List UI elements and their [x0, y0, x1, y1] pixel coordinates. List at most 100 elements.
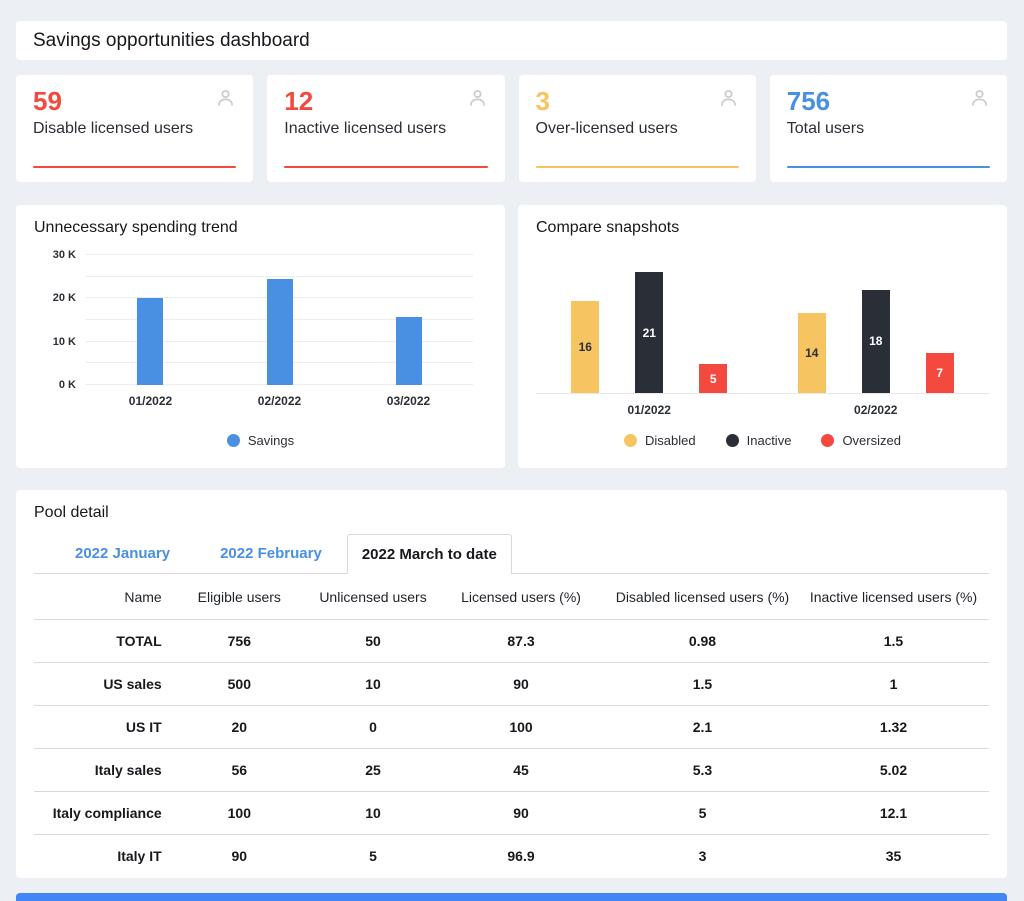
disabled-bar-02-2022: 14: [797, 312, 826, 393]
bar-group-02-2022: 14 18 7: [763, 255, 990, 393]
gridline: [86, 254, 473, 255]
spending-trend-chart: 0 K 10 K 20 K 30 K 01/2022 02/2022 03/2022: [53, 249, 473, 408]
spending-trend-panel: Unnecessary spending trend 0 K 10 K 20 K 30…: [16, 205, 505, 468]
kpi-card-total-users: 756 Total users: [769, 75, 1007, 182]
cell-disabled-licensed-users: 1.5: [606, 662, 798, 706]
kpi-card-over-licensed-users: 3 Over-licensed users: [518, 75, 756, 182]
y-axis-tick-label: 30 K: [52, 249, 76, 261]
row-name: Italy compliance: [34, 791, 168, 835]
legend-item-savings[interactable]: Savings: [226, 433, 295, 448]
pool-detail-table: Name Eligible users Unlicensed users Licens…: [34, 574, 989, 877]
pool-detail-panel: Pool detail 2022 January 2022 February 202…: [16, 490, 1007, 878]
cell-licensed-users: 100: [435, 705, 607, 749]
legend-item-disabled[interactable]: Disabled: [624, 433, 696, 448]
user-icon: [718, 87, 739, 108]
cell-inactive-licensed-users: 1: [797, 662, 989, 706]
oversized-bar-02-2022: 7: [925, 352, 954, 393]
tab-2022-march-to-date[interactable]: 2022 March to date: [346, 534, 512, 574]
bar-value-label: 7: [936, 365, 944, 380]
legend-item-inactive[interactable]: Inactive: [725, 433, 791, 448]
legend-dot: [821, 434, 835, 447]
savings-bar-02-2022: [266, 278, 293, 385]
column-header-disabled-licensed-users: Disabled licensed users (%): [606, 574, 798, 620]
cell-inactive-licensed-users: 1.32: [797, 705, 989, 749]
compare-snapshots-legend: Disabled Inactive Oversized: [536, 433, 989, 448]
y-axis-tick-label: 0 K: [58, 379, 76, 391]
kpi-underline: [535, 166, 739, 168]
x-axis-label: 01/2022: [128, 394, 173, 408]
savings-bar-03-2022: [395, 316, 422, 385]
bar-value-label: 18: [869, 334, 883, 349]
cell-eligible-users: 100: [167, 791, 311, 835]
page-header: Savings opportunities dashboard: [16, 21, 1007, 60]
cell-unlicensed-users: 10: [310, 791, 436, 835]
cell-unlicensed-users: 50: [310, 619, 436, 663]
bar-value-label: 16: [578, 340, 592, 354]
x-axis-label: 01/2022: [627, 403, 671, 417]
kpi-underline: [33, 166, 237, 168]
table-row-total: TOTAL 756 50 87.3 0.98 1.5: [34, 619, 989, 663]
kpi-card-top: 12: [284, 86, 488, 117]
kpi-label: Total users: [786, 119, 865, 137]
pool-detail-tabs: 2022 January 2022 February 2022 March to d…: [34, 534, 989, 574]
cell-unlicensed-users: 5: [369, 848, 377, 864]
inactive-bar-01-2022: 21: [635, 272, 664, 393]
row-name: Italy sales: [34, 748, 168, 792]
kpi-row: 59 Disable licensed users 12 Inactive li…: [16, 75, 1007, 182]
spending-trend-legend: Savings: [34, 433, 487, 448]
legend-dot: [725, 434, 739, 447]
cell-unlicensed-users: 10: [310, 662, 436, 706]
pool-detail-title: Pool detail: [34, 504, 109, 521]
compare-snapshots-x-labels: 01/2022 02/2022: [536, 403, 989, 417]
user-icon: [969, 87, 990, 108]
table-row-us-it: US IT 20 0 100 2.1 1.32: [34, 705, 989, 749]
cell-unlicensed-users: 25: [310, 748, 436, 792]
kpi-underline: [284, 166, 488, 168]
tab-2022-january[interactable]: 2022 January: [75, 545, 171, 562]
kpi-card-top: 3: [535, 86, 739, 117]
column-header-licensed-users: Licensed users (%): [435, 574, 607, 620]
kpi-value: 3: [535, 86, 550, 116]
column-header-eligible-users: Eligible users: [167, 574, 311, 620]
inactive-bar-02-2022: 18: [861, 289, 890, 393]
legend-label: Oversized: [842, 433, 901, 448]
kpi-card-top: 756: [786, 86, 990, 117]
tab-2022-february[interactable]: 2022 February: [220, 545, 322, 562]
cell-licensed-users: 96.9: [507, 848, 535, 864]
cell-disabled-licensed-users: 0.98: [606, 619, 798, 663]
cell-eligible-users: 90: [231, 848, 248, 864]
cell-licensed-users: 90: [435, 791, 607, 835]
kpi-card-disable-licensed-users: 59 Disable licensed users: [16, 75, 254, 182]
row-name: US IT: [34, 705, 168, 749]
cell-eligible-users: 56: [167, 748, 311, 792]
cell-licensed-users: 90: [435, 662, 607, 706]
user-icon: [467, 87, 488, 108]
row-name: US sales: [34, 662, 168, 706]
legend-item-oversized[interactable]: Oversized: [821, 433, 901, 448]
charts-row: Unnecessary spending trend 0 K 10 K 20 K 30…: [16, 205, 1007, 468]
cell-eligible-users: 500: [167, 662, 311, 706]
cell-inactive-licensed-users: 5.02: [797, 748, 989, 792]
cell-inactive-licensed-users: 1.5: [797, 619, 989, 663]
kpi-value: 59: [33, 86, 62, 116]
oversized-bar-01-2022: 5: [699, 364, 728, 393]
cell-licensed-users: 45: [435, 748, 607, 792]
table-row-italy-sales: Italy sales 56 25 45 5.3 5.02: [34, 748, 989, 792]
legend-label: Savings: [247, 433, 295, 448]
cell-inactive-licensed-users: 12.1: [797, 791, 989, 835]
cell-eligible-users: 756: [167, 619, 311, 663]
kpi-card-top: 59: [33, 86, 236, 117]
y-axis-tick-label: 10 K: [52, 335, 76, 348]
spending-trend-title: Unnecessary spending trend: [34, 219, 238, 236]
y-axis-tick-label: 20 K: [52, 292, 76, 305]
x-axis-label: 03/2022: [386, 394, 431, 408]
row-name: Italy IT: [117, 848, 162, 864]
kpi-label: Disable licensed users: [33, 119, 194, 137]
savings-bar-01-2022: [137, 298, 164, 385]
kpi-label: Over-licensed users: [535, 119, 678, 137]
column-header-unlicensed-users: Unlicensed users: [310, 574, 436, 620]
kpi-value: 756: [786, 86, 831, 116]
bar-value-label: 21: [642, 325, 656, 340]
footer-bar: [16, 893, 1007, 901]
